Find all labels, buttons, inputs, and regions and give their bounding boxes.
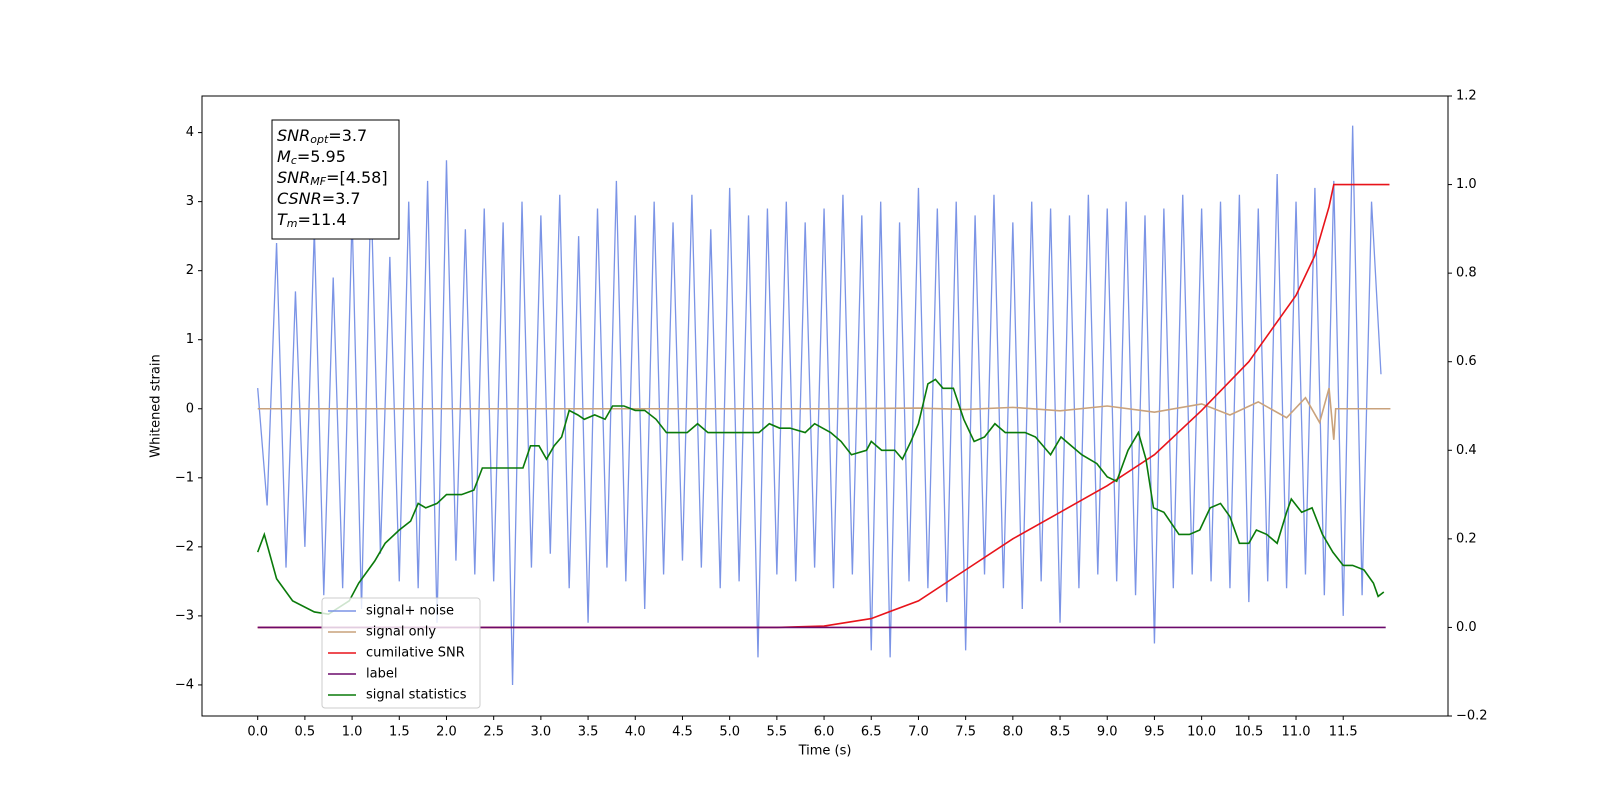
x-tick-label: 11.5	[1329, 725, 1358, 740]
annotation-rest: =3.7	[328, 126, 367, 145]
x-tick-label: 8.0	[1003, 725, 1024, 740]
series-line	[257, 125, 1382, 685]
x-axis-label: Time (s)	[798, 744, 852, 759]
x-tick-label: 5.5	[767, 725, 788, 740]
annotation-main: SNR	[277, 126, 310, 145]
x-tick-label: 9.0	[1097, 725, 1118, 740]
annotation-rest: =5.95	[297, 147, 346, 166]
legend-label: signal+ noise	[366, 604, 454, 619]
x-tick-label: 2.5	[483, 725, 504, 740]
annotation-sub: c	[291, 154, 297, 167]
x-tick-label: 7.0	[908, 725, 929, 740]
plot-area	[256, 125, 1391, 685]
x-tick-label: 0.0	[247, 725, 268, 740]
legend-label: label	[366, 667, 397, 682]
y2-tick-label: 0.2	[1456, 531, 1477, 546]
annotation: SNRopt=3.7Mc=5.95SNRMF=[4.58]CSNR=3.7Tm=…	[271, 119, 400, 240]
y-tick-label: −3	[175, 608, 194, 623]
x-tick-label: 4.5	[672, 725, 693, 740]
x-tick-label: 0.5	[295, 725, 316, 740]
x-tick-label: 5.0	[719, 725, 740, 740]
y2-tick-label: 0.0	[1456, 620, 1477, 635]
y-tick-label: −4	[175, 677, 194, 692]
y2-tick-label: −0.2	[1456, 709, 1488, 724]
series-line	[257, 387, 1391, 440]
annotation-main: T	[277, 210, 288, 229]
x-tick-label: 10.0	[1187, 725, 1216, 740]
annotation-main: CSNR	[277, 189, 322, 208]
y-axis-label: Whitened strain	[149, 354, 164, 457]
y2-tick-label: 1.2	[1456, 89, 1477, 104]
x-tick-label: 6.0	[814, 725, 835, 740]
x-tick-label: 2.0	[436, 725, 457, 740]
x-tick-label: 10.5	[1234, 725, 1263, 740]
y-tick-label: −2	[175, 539, 194, 554]
y-tick-label: 4	[186, 125, 194, 140]
annotation-sub: MF	[310, 175, 326, 188]
y-tick-label: 2	[186, 263, 194, 278]
legend-label: signal only	[366, 625, 436, 640]
plot-frame	[201, 95, 1449, 717]
annotation-main: M	[277, 147, 291, 166]
x-tick-label: 1.0	[342, 725, 363, 740]
y2-tick-label: 0.6	[1456, 354, 1477, 369]
annotation-line: SNRopt=3.7	[277, 126, 367, 147]
y-tick-label: 3	[186, 194, 194, 209]
y-tick-label: 1	[186, 332, 194, 347]
x-tick-label: 3.5	[578, 725, 599, 740]
x-tick-label: 7.5	[955, 725, 976, 740]
legend: signal+ noise signal only cumilative SNR la…	[321, 597, 481, 709]
y2-tick-label: 0.4	[1456, 443, 1477, 458]
x-tick-label: 1.5	[389, 725, 410, 740]
x-tick-label: 4.0	[625, 725, 646, 740]
x-tick-label: 11.0	[1282, 725, 1311, 740]
series-line	[257, 183, 1390, 629]
x-tick-label: 6.5	[861, 725, 882, 740]
annotation-line: Tm=11.4	[277, 210, 347, 231]
y-tick-label: −1	[175, 470, 194, 485]
series-line	[256, 378, 1385, 615]
x-tick-label: 9.5	[1144, 725, 1165, 740]
annotation-rest: =11.4	[298, 210, 347, 229]
annotation-box	[271, 119, 400, 240]
annotation-main: SNR	[277, 168, 310, 187]
annotation-rest: =3.7	[322, 189, 361, 208]
y2-tick-label: 1.0	[1456, 177, 1477, 192]
x-tick-label: 8.5	[1050, 725, 1071, 740]
annotation-rest: =[4.58]	[326, 168, 388, 187]
annotation-sub: m	[287, 217, 298, 230]
annotation-line: Mc=5.95	[277, 147, 346, 168]
legend-box	[321, 597, 481, 709]
legend-label: cumilative SNR	[366, 646, 465, 661]
legend-label: signal statistics	[366, 688, 467, 703]
x-tick-label: 3.0	[531, 725, 552, 740]
y-tick-label: 0	[186, 401, 194, 416]
y2-tick-label: 0.8	[1456, 266, 1477, 281]
annotation-line: CSNR=3.7	[277, 189, 361, 208]
annotation-line: SNRMF=[4.58]	[277, 168, 388, 189]
annotation-sub: opt	[310, 133, 329, 146]
